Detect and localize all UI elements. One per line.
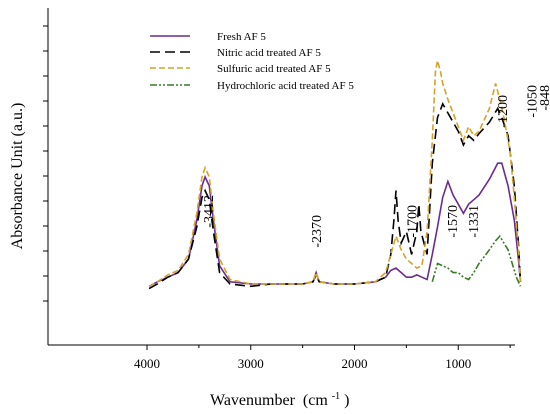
series-layer	[148, 60, 522, 290]
peak-annotation: -1200	[496, 95, 511, 128]
peak-annotation: -1700	[406, 205, 421, 238]
legend-label: Nitric acid treated AF 5	[217, 47, 321, 59]
x-axis-title-unit: (cm	[303, 392, 328, 409]
peak-annotation: -2370	[310, 215, 325, 248]
peak-annotation: -1050	[525, 85, 540, 118]
x-tick-label: 4000	[134, 356, 160, 371]
x-axis-title-main: Wavenumber	[210, 392, 296, 409]
y-axis-title: Absorbance Unit (a.u.)	[9, 103, 26, 250]
x-axis-title-unit-sup: -1	[332, 391, 340, 402]
x-tick-label: 3000	[238, 356, 264, 371]
x-tick-label: 1000	[445, 356, 471, 371]
series-line-2	[148, 102, 522, 290]
axes: 40003000200010000	[43, 8, 515, 371]
peak-annotation: -1570	[446, 205, 461, 238]
peak-annotation: -848	[538, 85, 550, 111]
legend-label: Hydrochloric acid treated AF 5	[217, 80, 354, 92]
legend-label: Sulfuric acid treated AF 5	[217, 63, 331, 75]
legend-label: Fresh AF 5	[217, 31, 266, 43]
x-axis-title-unit-close: )	[344, 392, 349, 409]
peak-annotation: -3412	[202, 195, 217, 228]
series-line-3	[148, 60, 522, 288]
legend: Fresh AF 5 Nitric acid treated AF 5 Sulfur…	[150, 31, 354, 92]
peak-annotations: -3412-2370-1700-1570-1331-1200-1050-848-…	[202, 85, 550, 248]
x-axis-title: Wavenumber (cm -1 )	[210, 386, 349, 409]
peak-annotation: -1331	[467, 205, 482, 238]
series-line-4	[431, 234, 522, 287]
series-line-1	[148, 162, 522, 288]
x-tick-label: 2000	[342, 356, 368, 371]
